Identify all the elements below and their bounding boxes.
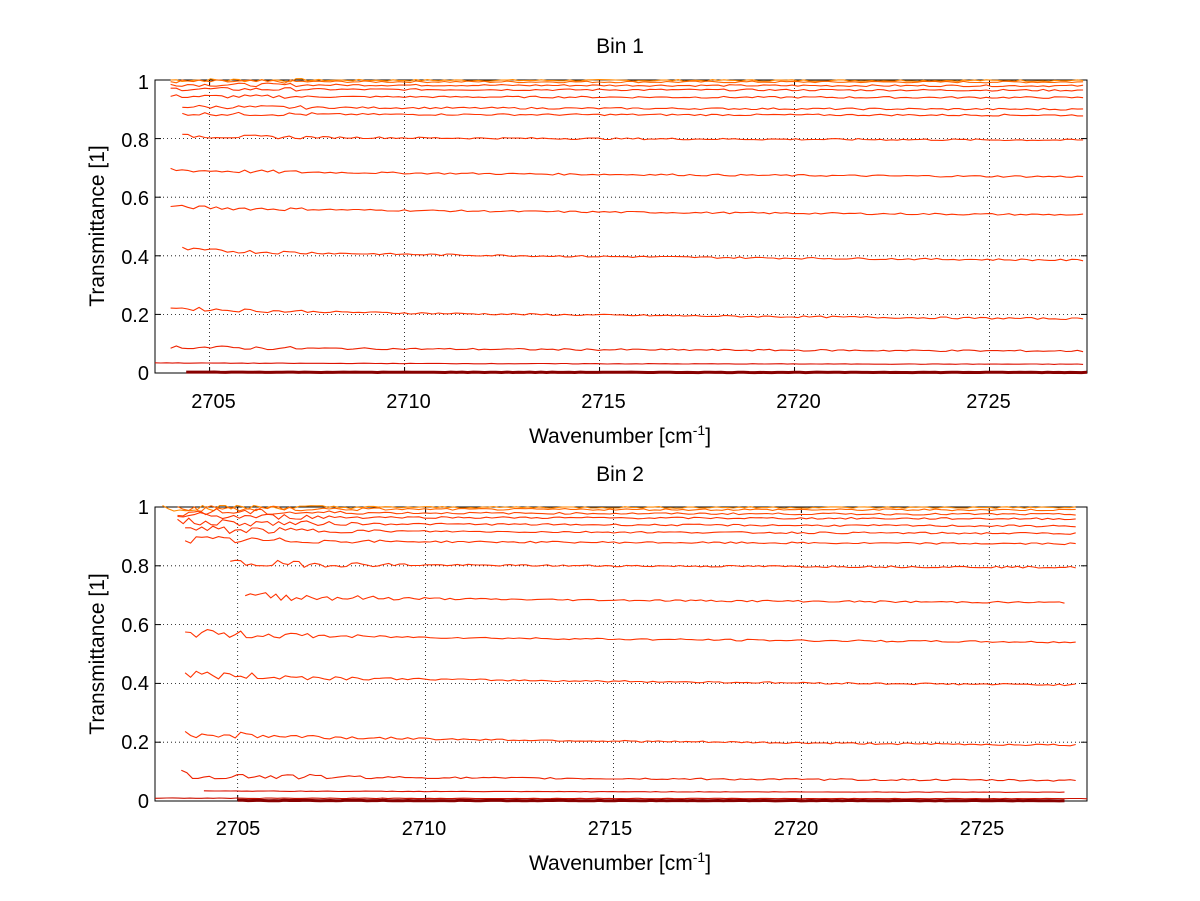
x-ticks: 2705 2710 2715 2720 2725 — [216, 818, 1005, 840]
y-ticks: 0 0.2 0.4 0.6 0.8 1 — [121, 497, 149, 813]
y-tick-label: 0.4 — [121, 247, 149, 269]
series-line — [170, 167, 1084, 178]
y-tick-label: 0.4 — [121, 673, 149, 695]
y-tick-label: 0.8 — [121, 556, 149, 578]
subplot-bin-2: Bin 2 2705 2710 2715 2720 2725 0 0.2 0.4… — [86, 463, 1088, 875]
x-tick-label: 2705 — [216, 818, 261, 840]
x-tick-label: 2705 — [191, 391, 236, 413]
series-line — [170, 79, 1084, 84]
x-tick-label: 2715 — [581, 391, 626, 413]
y-tick-label: 1 — [138, 72, 149, 94]
x-tick-label: 2725 — [960, 818, 1005, 840]
x-axis-label: Wavenumber [cm-1] — [529, 849, 711, 875]
y-tick-label: 0.8 — [121, 130, 149, 152]
series-line — [182, 133, 1084, 142]
y-ticks: 0 0.2 0.4 0.6 0.8 1 — [121, 72, 149, 385]
chart-title: Bin 1 — [596, 35, 644, 58]
x-ticks: 2705 2710 2715 2720 2725 — [191, 391, 1011, 413]
series-line — [177, 508, 1076, 517]
series-line — [237, 798, 1065, 803]
series-line — [186, 370, 1088, 375]
series-line — [182, 104, 1084, 111]
series-line — [184, 536, 1076, 546]
series-line — [182, 246, 1084, 262]
x-tick-label: 2715 — [588, 818, 633, 840]
series-line — [184, 670, 1076, 687]
series-line — [185, 629, 1076, 644]
series-line — [230, 559, 1076, 569]
x-tick-label: 2720 — [774, 818, 819, 840]
series-line — [170, 82, 1084, 88]
series-line — [203, 790, 1065, 793]
x-tick-label: 2720 — [776, 391, 821, 413]
series-line — [170, 345, 1084, 353]
series-line — [177, 517, 1076, 528]
y-tick-label: 1 — [138, 497, 149, 519]
series-line — [181, 769, 1076, 782]
series-line — [154, 362, 1084, 365]
series-line — [154, 797, 1088, 800]
series-line — [170, 204, 1084, 216]
series-group — [154, 504, 1088, 803]
series-line — [184, 730, 1076, 747]
y-axis-label: Transmittance [1] — [86, 573, 109, 734]
series-line — [177, 505, 1076, 514]
y-axis-label: Transmittance [1] — [86, 145, 109, 306]
subplot-bin-1: Bin 1 2705 2710 2715 2720 2725 0 0.2 0.4… — [86, 35, 1088, 448]
series-line — [170, 306, 1084, 321]
chart-title: Bin 2 — [596, 463, 644, 486]
y-tick-label: 0.2 — [121, 305, 149, 327]
x-axis-label: Wavenumber [cm-1] — [529, 422, 711, 448]
series-line — [182, 111, 1084, 117]
x-tick-label: 2710 — [402, 818, 447, 840]
x-tick-label: 2725 — [966, 391, 1011, 413]
y-tick-label: 0.2 — [121, 732, 149, 754]
y-tick-label: 0.6 — [121, 615, 149, 637]
series-line — [170, 94, 1084, 99]
y-tick-label: 0 — [138, 363, 149, 385]
series-line — [170, 86, 1084, 92]
series-line — [245, 592, 1065, 604]
series-group — [154, 78, 1088, 375]
y-tick-label: 0 — [138, 791, 149, 813]
series-line — [177, 512, 1076, 521]
y-tick-label: 0.6 — [121, 188, 149, 210]
series-line — [185, 525, 1076, 535]
x-tick-label: 2710 — [386, 391, 431, 413]
series-line — [162, 504, 1076, 512]
